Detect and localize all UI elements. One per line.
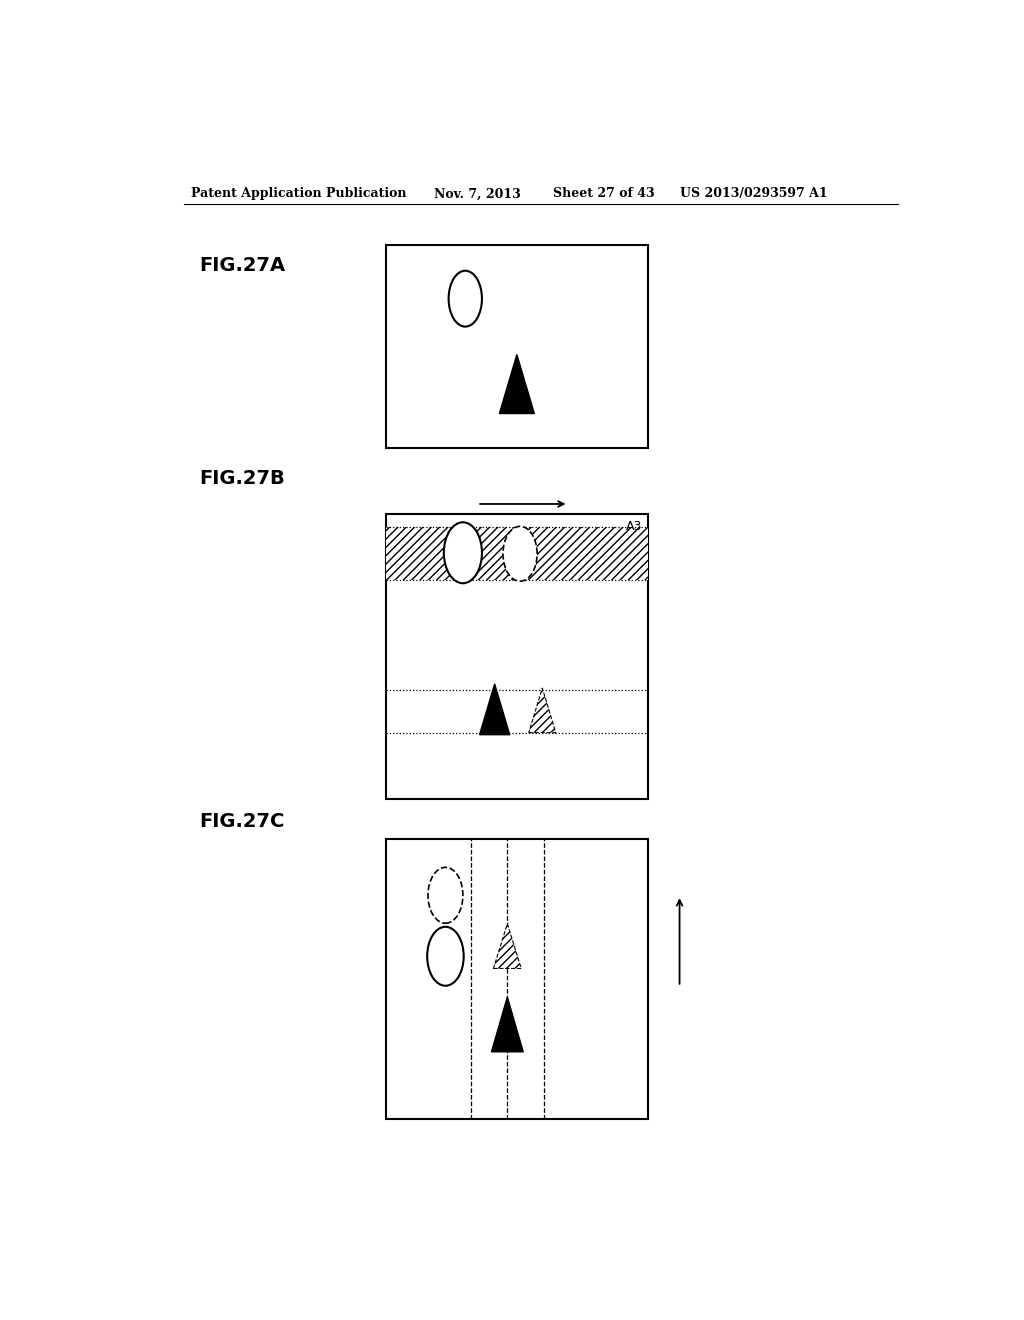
Polygon shape [479, 684, 510, 735]
Text: Sheet 27 of 43: Sheet 27 of 43 [553, 187, 654, 201]
Ellipse shape [443, 523, 482, 583]
Ellipse shape [449, 271, 482, 326]
Ellipse shape [428, 867, 463, 923]
Text: FIG.27A: FIG.27A [200, 256, 286, 275]
Text: US 2013/0293597 A1: US 2013/0293597 A1 [680, 187, 827, 201]
Ellipse shape [427, 927, 464, 986]
Bar [386, 528, 648, 581]
Ellipse shape [503, 527, 538, 581]
Polygon shape [500, 355, 535, 413]
Bar [386, 840, 648, 1119]
Bar [386, 515, 648, 799]
Polygon shape [494, 924, 521, 969]
Text: FIG.27C: FIG.27C [200, 812, 285, 830]
Bar [386, 244, 648, 447]
Text: Nov. 7, 2013: Nov. 7, 2013 [433, 187, 520, 201]
Polygon shape [492, 997, 523, 1052]
Text: Patent Application Publication: Patent Application Publication [191, 187, 407, 201]
Text: A3: A3 [626, 520, 642, 533]
Polygon shape [528, 688, 556, 733]
Text: FIG.27B: FIG.27B [200, 469, 285, 488]
